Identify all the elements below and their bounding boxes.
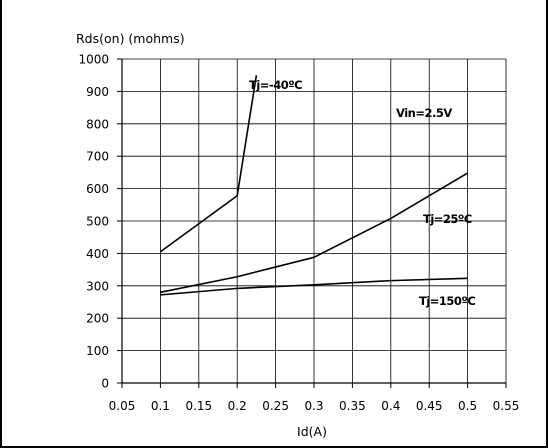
x-tick-label: 0.25 [262, 399, 289, 413]
y-tick-label: 200 [86, 312, 109, 326]
grid [122, 58, 507, 383]
annotation-tj-25: Tj=25ºC [423, 212, 472, 226]
x-tick-label: 0.3 [304, 399, 323, 413]
y-tick-label: 1000 [78, 53, 109, 67]
y-tick-label: 600 [86, 182, 109, 196]
y-tick-label: 900 [86, 85, 109, 99]
tick-labels: 0.05 0.1 0.15 0.2 0.25 0.3 0.35 0.4 0.45 0.5 0.55 0… [78, 53, 519, 414]
y-tick-label: 700 [86, 150, 109, 164]
x-tick-label: 0.05 [109, 399, 136, 413]
y-tick-label: 100 [86, 344, 109, 358]
x-axis-title: Id(A) [297, 424, 327, 439]
y-tick-label: 400 [86, 247, 109, 261]
x-tick-label: 0.2 [228, 399, 247, 413]
x-tick-label: 0.55 [493, 399, 520, 413]
x-tick-label: 0.15 [185, 399, 212, 413]
annotation-vin: Vin=2.5V [396, 106, 452, 120]
series [159, 75, 469, 296]
annotation-tj-minus40: Tj=-40ºC [249, 78, 302, 92]
y-tick-label: 500 [86, 215, 109, 229]
x-tick-label: 0.4 [381, 399, 400, 413]
x-tick-label: 0.45 [416, 399, 443, 413]
series-line-2 [160, 277, 468, 296]
axes [117, 58, 507, 388]
y-tick-label: 0 [101, 377, 109, 391]
y-axis-title: Rds(on) (mohms) [76, 31, 185, 46]
series-line-0 [159, 75, 258, 253]
x-tick-label: 0.35 [339, 399, 366, 413]
y-tick-label: 300 [86, 279, 109, 293]
x-tick-label: 0.5 [458, 399, 477, 413]
x-tick-label: 0.1 [151, 399, 170, 413]
annotation-tj-150: Tj=150ºC [419, 294, 475, 308]
series-line-1 [160, 172, 469, 294]
y-tick-label: 800 [86, 117, 109, 131]
